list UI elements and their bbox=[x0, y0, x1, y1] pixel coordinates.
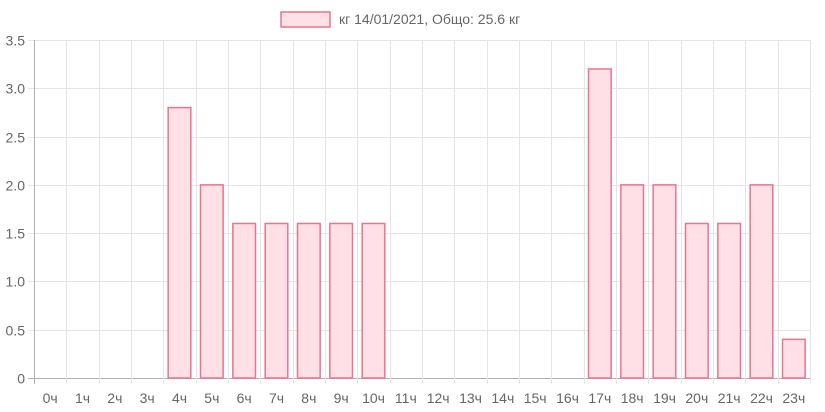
x-tick-label: 12ч bbox=[427, 390, 450, 406]
bar-23ч[interactable] bbox=[781, 338, 806, 379]
y-tick-label: 1.0 bbox=[6, 274, 26, 290]
y-axis: 0 0.5 1.0 1.5 2.0 2.5 3.0 3.5 bbox=[6, 33, 26, 387]
legend[interactable]: кг 14/01/2021, Общо: 25.6 кг bbox=[280, 11, 520, 28]
x-tick-label: 16ч bbox=[556, 390, 579, 406]
bar-8ч[interactable] bbox=[296, 222, 321, 379]
bar-20ч[interactable] bbox=[684, 222, 709, 379]
x-tick-label: 4ч bbox=[172, 390, 187, 406]
x-tick-label: 19ч bbox=[653, 390, 676, 406]
x-tick-label: 17ч bbox=[588, 390, 611, 406]
grid-lines bbox=[28, 40, 811, 384]
y-tick-label: 3.0 bbox=[6, 81, 26, 97]
bar-5ч[interactable] bbox=[199, 184, 224, 379]
x-tick-label: 21ч bbox=[718, 390, 741, 406]
x-tick-label: 1ч bbox=[75, 390, 90, 406]
y-tick-label: 2.0 bbox=[6, 178, 26, 194]
bar-17ч[interactable] bbox=[587, 68, 612, 379]
x-tick-label: 0ч bbox=[43, 390, 58, 406]
x-tick-label: 5ч bbox=[204, 390, 219, 406]
y-tick-label: 0.5 bbox=[6, 323, 26, 339]
bar-19ч[interactable] bbox=[652, 184, 677, 379]
x-tick-label: 11ч bbox=[395, 390, 417, 406]
x-tick-label: 18ч bbox=[621, 390, 644, 406]
x-tick-label: 7ч bbox=[269, 390, 284, 406]
bars bbox=[167, 68, 806, 379]
x-tick-label: 6ч bbox=[237, 390, 252, 406]
bar-21ч[interactable] bbox=[717, 222, 742, 379]
x-tick-label: 3ч bbox=[140, 390, 155, 406]
x-tick-label: 14ч bbox=[491, 390, 514, 406]
x-tick-label: 10ч bbox=[362, 390, 385, 406]
bar-18ч[interactable] bbox=[620, 184, 645, 379]
legend-swatch[interactable] bbox=[280, 11, 331, 28]
x-tick-label: 13ч bbox=[459, 390, 482, 406]
bar-4ч[interactable] bbox=[167, 106, 192, 379]
bar-6ч[interactable] bbox=[232, 222, 257, 379]
x-tick-label: 22ч bbox=[750, 390, 773, 406]
x-tick-label: 15ч bbox=[524, 390, 547, 406]
legend-label[interactable]: кг 14/01/2021, Общо: 25.6 кг bbox=[339, 11, 520, 27]
bar-22ч[interactable] bbox=[749, 184, 774, 379]
x-tick-label: 23ч bbox=[782, 390, 805, 406]
bar-9ч[interactable] bbox=[329, 222, 354, 379]
x-tick-label: 2ч bbox=[107, 390, 122, 406]
x-tick-label: 20ч bbox=[685, 390, 708, 406]
y-tick-label: 1.5 bbox=[6, 226, 26, 242]
bar-10ч[interactable] bbox=[361, 222, 386, 379]
bar-7ч[interactable] bbox=[264, 222, 289, 379]
x-axis: 0ч 1ч 2ч 3ч 4ч 5ч 6ч 7ч 8ч 9ч 10ч 11ч 12ч 13ч 14ч 15ч 16… bbox=[43, 390, 806, 406]
y-tick-label: 0 bbox=[17, 371, 25, 387]
x-tick-label: 9ч bbox=[334, 390, 349, 406]
x-tick-label: 8ч bbox=[301, 390, 316, 406]
y-tick-label: 2.5 bbox=[6, 130, 26, 146]
y-tick-label: 3.5 bbox=[6, 33, 26, 49]
